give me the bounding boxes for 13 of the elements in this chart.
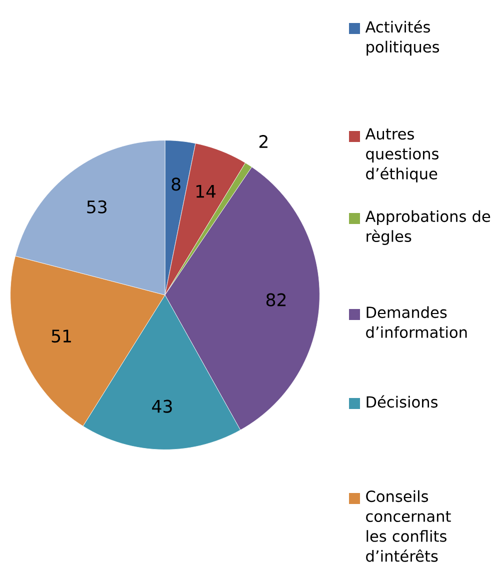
data-label: 53	[87, 200, 106, 214]
data-label: 14	[196, 184, 216, 198]
legend-label: Activités politiques	[365, 20, 440, 56]
legend-label: Approbations de règles	[365, 210, 490, 245]
data-label: 8	[172, 178, 180, 191]
legend-label: Autres questions d’éthique	[365, 128, 438, 182]
data-label: 82	[266, 293, 286, 306]
data-label: 43	[152, 400, 172, 413]
legend-label: Conseils concernant les conflits d’intérêts	[366, 490, 451, 562]
data-label: 2	[259, 135, 268, 148]
legend-label: Décisions	[366, 395, 438, 408]
data-label: 51	[52, 330, 71, 343]
legend-label: Demandes d’information	[366, 306, 467, 338]
